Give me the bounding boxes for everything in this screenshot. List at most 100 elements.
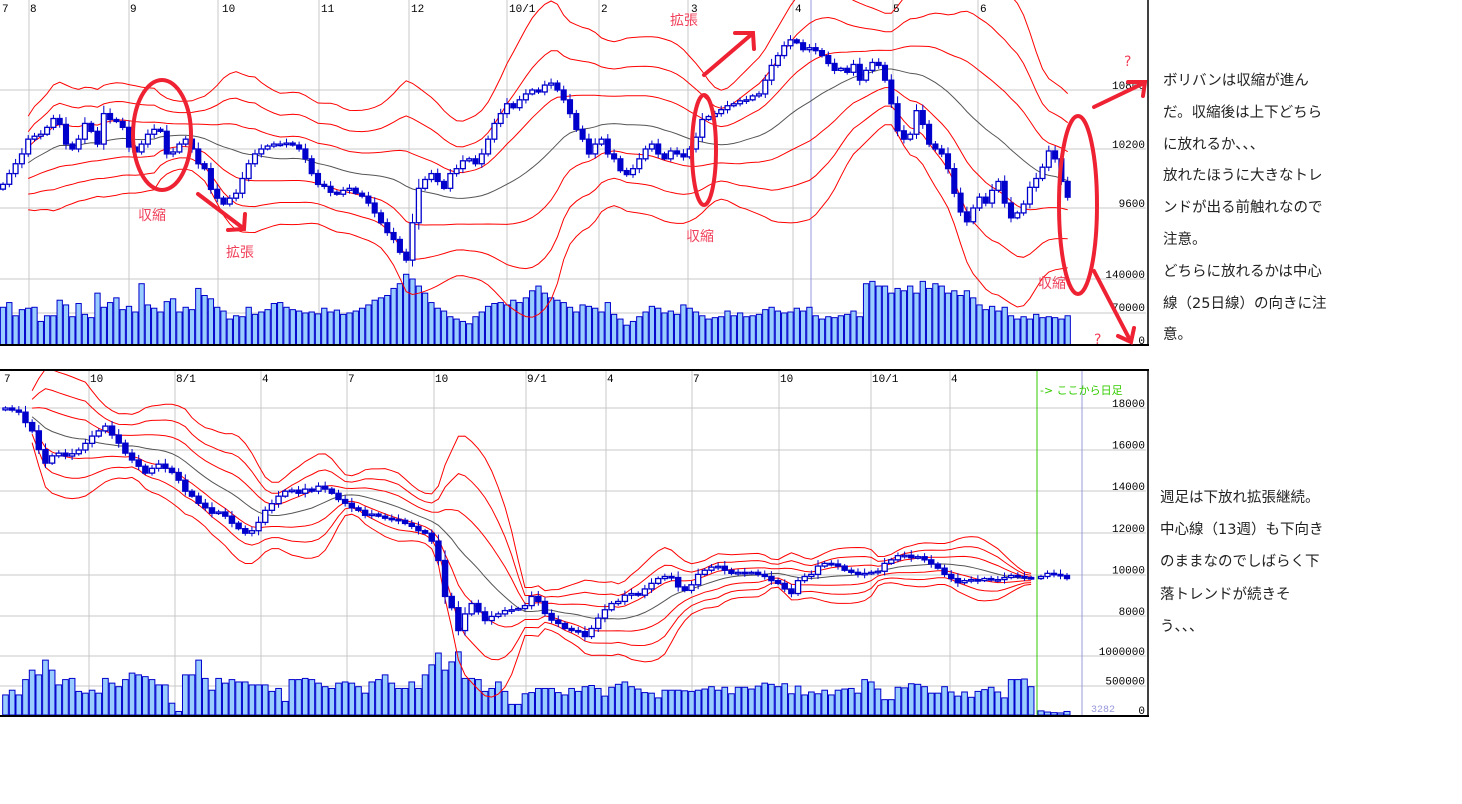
candle-down bbox=[848, 567, 855, 575]
volume-bar bbox=[435, 652, 442, 716]
volume-bar bbox=[302, 312, 309, 345]
volume-bar bbox=[748, 688, 755, 716]
volume-bar bbox=[825, 316, 832, 345]
volume-bar bbox=[834, 689, 842, 716]
volume-bar bbox=[35, 674, 43, 716]
volume-bar bbox=[403, 273, 410, 345]
volume-bar bbox=[994, 691, 1002, 716]
volume-bar bbox=[541, 292, 548, 345]
date-tick-label: 12 bbox=[411, 4, 424, 16]
candle-up bbox=[81, 117, 88, 144]
candle-up bbox=[258, 144, 265, 158]
candle-down bbox=[28, 419, 36, 434]
candle-up bbox=[2, 406, 9, 412]
volume-bar bbox=[207, 298, 215, 345]
volume-bar bbox=[428, 664, 436, 716]
candle-up bbox=[850, 59, 857, 76]
candle-up bbox=[144, 129, 151, 148]
candle-down bbox=[741, 567, 748, 577]
volume-bar bbox=[295, 310, 303, 345]
volume-bar bbox=[774, 686, 782, 716]
candle-up bbox=[699, 113, 706, 143]
contraction-label: 収縮 bbox=[686, 229, 714, 245]
volume-bar bbox=[828, 694, 835, 716]
candle-up bbox=[1020, 200, 1027, 216]
volume-bar bbox=[680, 304, 687, 345]
candle-down bbox=[761, 570, 768, 580]
volume-bar bbox=[488, 687, 496, 716]
candle-down bbox=[828, 560, 835, 567]
volume-bar bbox=[447, 316, 454, 345]
volume-bar bbox=[226, 318, 233, 345]
volume-tick-label: 140000 bbox=[1105, 270, 1145, 282]
volume-bar bbox=[295, 679, 302, 716]
candle-up bbox=[48, 453, 56, 466]
candle-up bbox=[614, 598, 622, 606]
candle-down bbox=[1027, 575, 1035, 580]
weekly-chart-panel: 7 10 8/1 4 7 10 9/1 4 7 10 10/1 4 18000 16000 14000 120… bbox=[0, 369, 1149, 718]
volume-bar bbox=[521, 693, 529, 716]
volume-bar bbox=[781, 683, 789, 716]
candle-down bbox=[1064, 176, 1071, 201]
volume-bar bbox=[113, 297, 120, 345]
volume-bar bbox=[22, 679, 29, 716]
candle-down bbox=[119, 117, 126, 131]
volume-bar bbox=[522, 297, 530, 345]
date-tick-label: 7 bbox=[4, 374, 11, 386]
candle-up bbox=[409, 213, 416, 267]
date-tick-label: 4 bbox=[262, 374, 269, 386]
note-line: 線（25日線）の向きに注 bbox=[1163, 295, 1327, 312]
volume-bar bbox=[453, 318, 460, 345]
volume-bar bbox=[18, 309, 26, 345]
volume-bar bbox=[554, 692, 562, 716]
volume-bar bbox=[1014, 318, 1021, 345]
volume-bar bbox=[148, 679, 156, 716]
candle-down bbox=[228, 510, 236, 528]
note-line: どちらに放れるかは中心 bbox=[1163, 263, 1322, 280]
price-tick-label: 10000 bbox=[1112, 565, 1145, 577]
volume-bar bbox=[887, 699, 895, 716]
volume-bar bbox=[142, 676, 149, 716]
candle-down bbox=[472, 155, 479, 167]
candle-up bbox=[31, 132, 38, 142]
candle-up bbox=[541, 80, 548, 96]
volume-bar bbox=[138, 283, 145, 345]
volume-bar bbox=[988, 305, 996, 345]
candle-down bbox=[541, 597, 549, 617]
candle-up bbox=[748, 570, 755, 575]
volume-bar bbox=[921, 686, 928, 716]
candle-down bbox=[115, 429, 122, 448]
candle-up bbox=[981, 576, 988, 583]
candle-down bbox=[381, 513, 389, 521]
candle-down bbox=[579, 125, 586, 143]
candle-down bbox=[341, 495, 349, 507]
volume-tick-label: 0 bbox=[1138, 336, 1145, 348]
volume-bar bbox=[754, 685, 762, 716]
volume-bar bbox=[88, 317, 95, 345]
volume-bar bbox=[844, 313, 851, 345]
candle-down bbox=[94, 127, 101, 148]
volume-bar bbox=[568, 687, 575, 716]
candle-down bbox=[428, 529, 435, 544]
volume-bar bbox=[694, 689, 702, 716]
candle-up bbox=[459, 155, 466, 173]
candle-up bbox=[874, 568, 882, 575]
candle-down bbox=[1021, 572, 1028, 581]
daily-chart-panel: 7 8 9 10 11 12 10/1 2 3 4 5 61080010200960014000070… bbox=[0, 0, 1149, 348]
candle-up bbox=[522, 89, 529, 104]
candle-up bbox=[762, 74, 769, 98]
volume-bar bbox=[395, 687, 402, 716]
candle-up bbox=[913, 104, 920, 139]
volume-bar bbox=[270, 303, 278, 345]
candle-down bbox=[201, 161, 208, 171]
upper-band-2sigma bbox=[27, 10, 1069, 148]
volume-bar bbox=[75, 690, 83, 716]
candle-down bbox=[69, 141, 76, 151]
candle-up bbox=[503, 97, 511, 119]
candle-up bbox=[447, 169, 454, 192]
candle-up bbox=[1044, 570, 1051, 579]
candle-down bbox=[900, 125, 907, 144]
candle-up bbox=[888, 557, 895, 565]
candle-down bbox=[575, 626, 582, 635]
volume-bar bbox=[2, 694, 9, 716]
